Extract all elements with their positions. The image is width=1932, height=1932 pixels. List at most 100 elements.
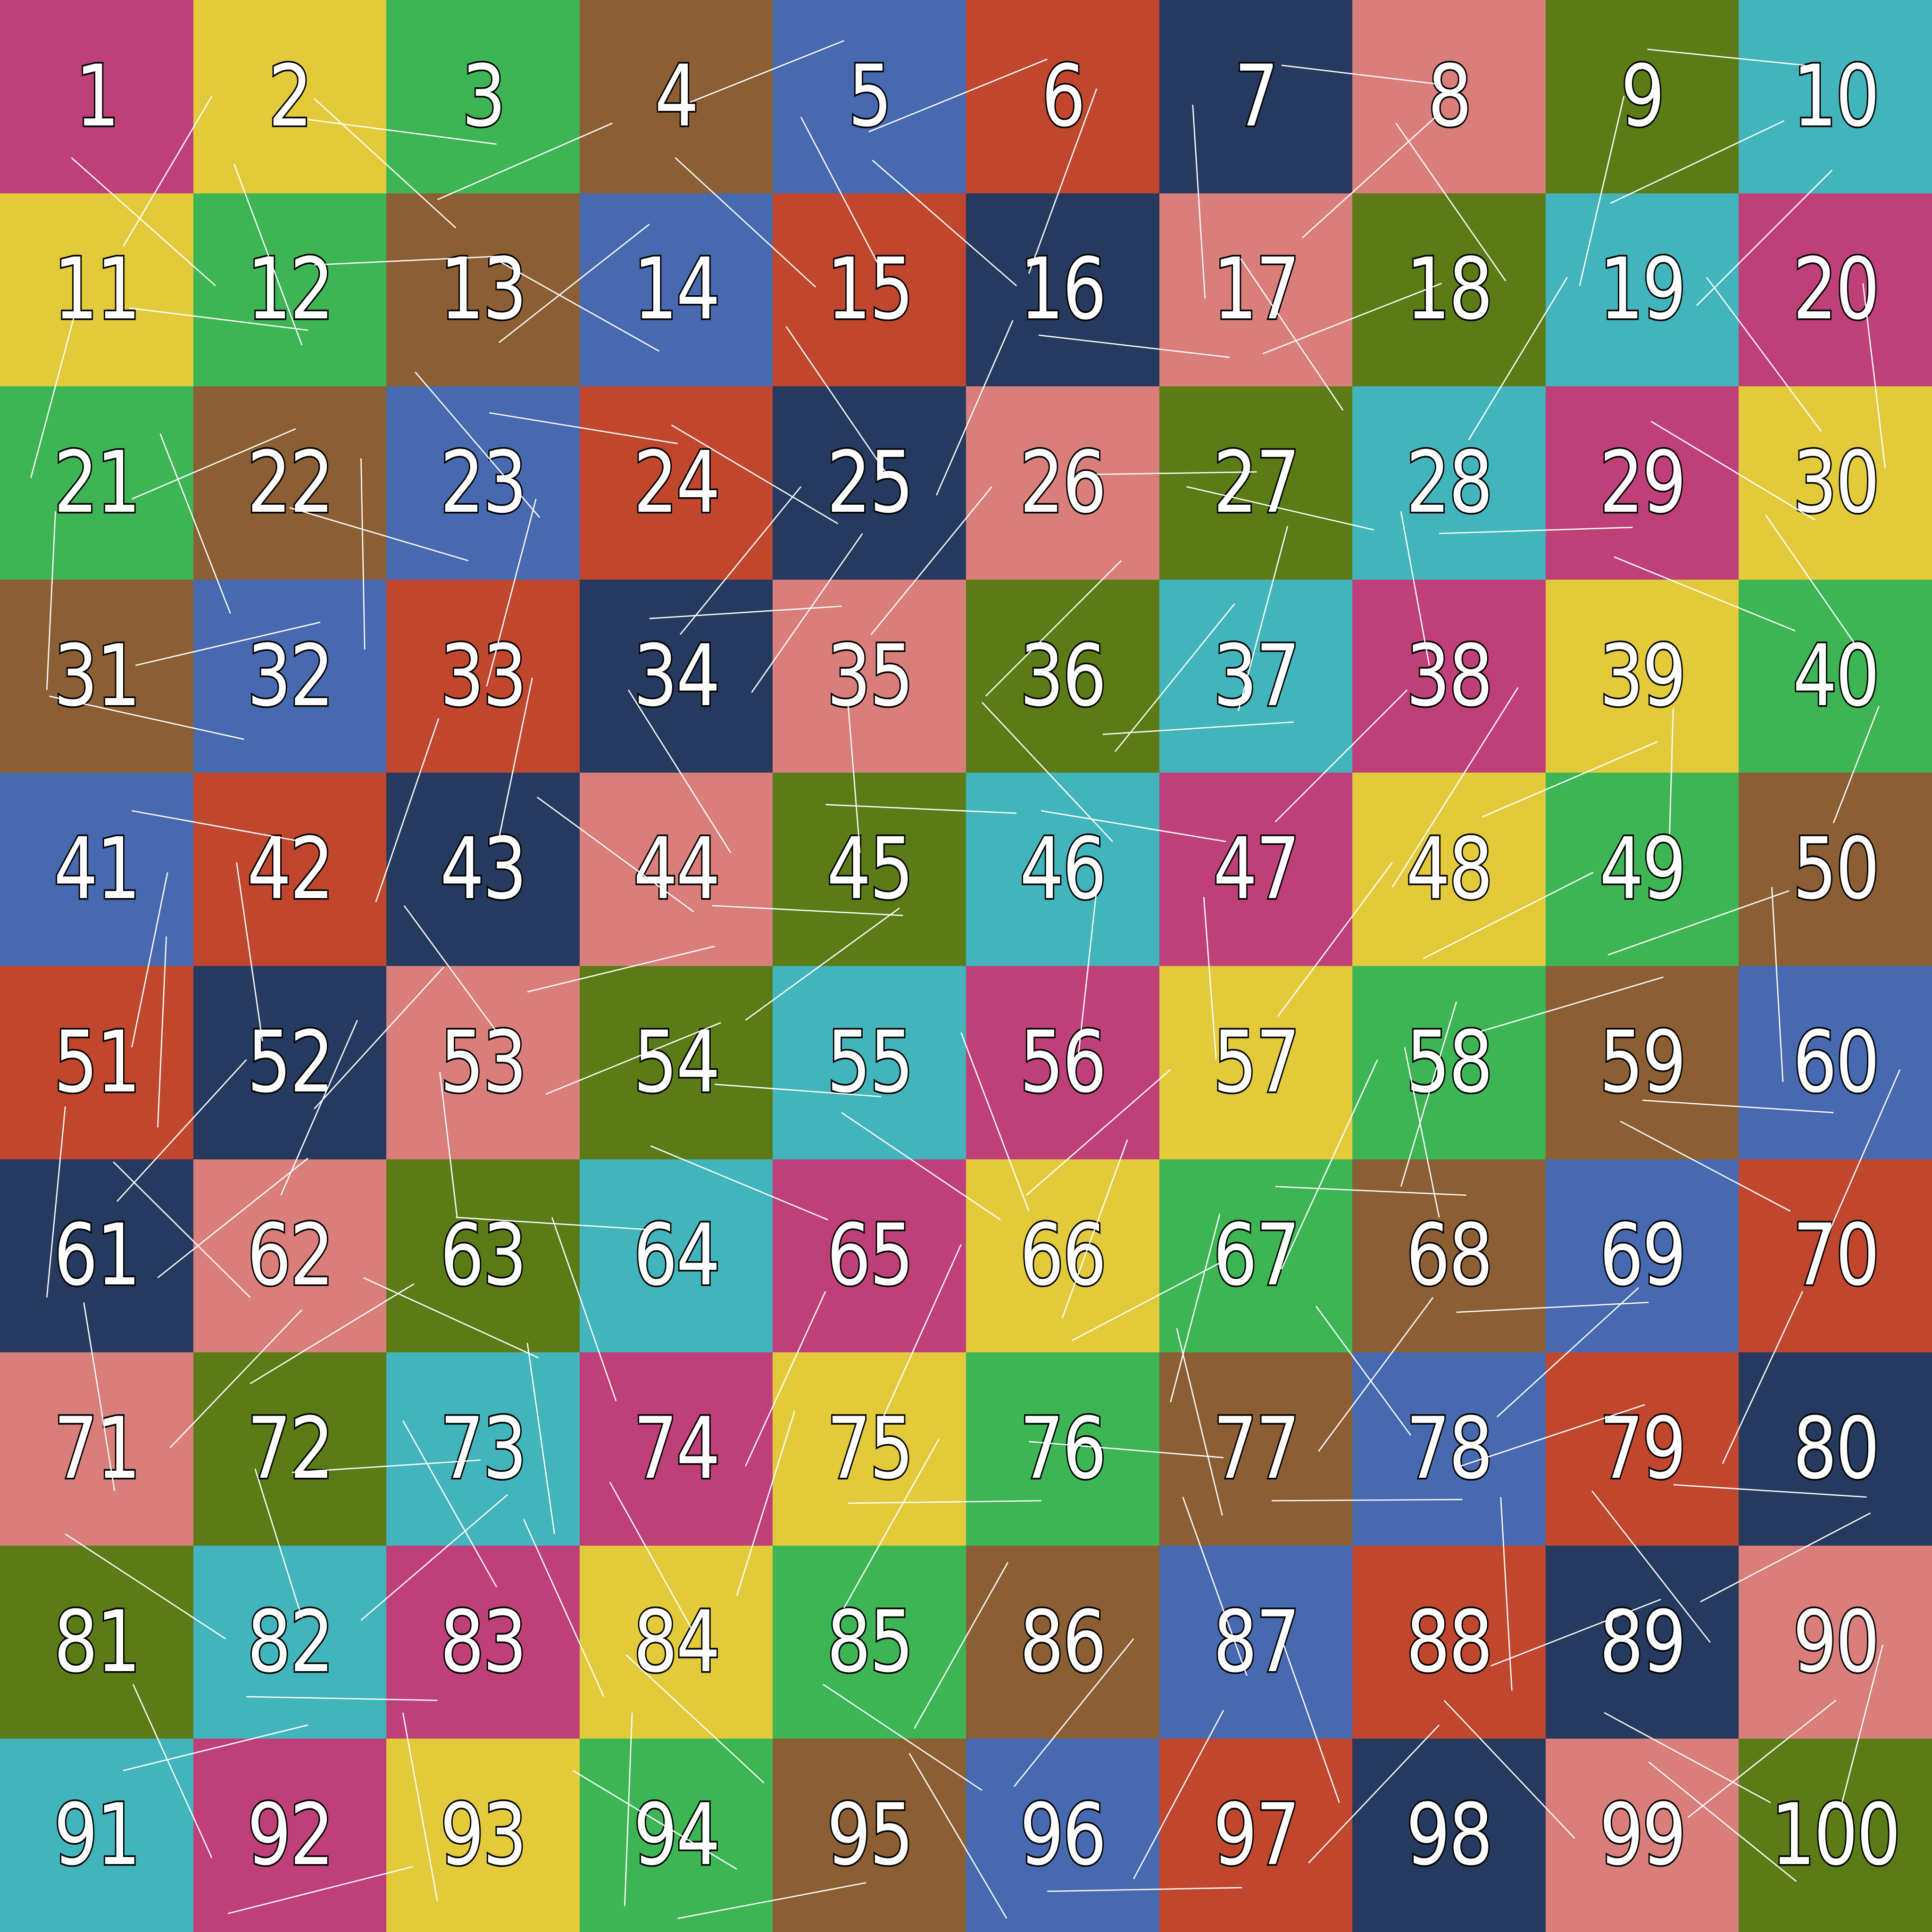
- grid-cell-42[interactable]: 42: [193, 773, 387, 966]
- grid-cell-68[interactable]: 68: [1352, 1159, 1546, 1353]
- grid-cell-70[interactable]: 70: [1739, 1159, 1932, 1353]
- grid-cell-57[interactable]: 57: [1159, 966, 1353, 1159]
- grid-cell-64[interactable]: 64: [579, 1159, 773, 1353]
- grid-cell-38[interactable]: 38: [1352, 579, 1546, 773]
- grid-cell-56[interactable]: 56: [966, 966, 1159, 1159]
- grid-cell-16[interactable]: 16: [966, 193, 1159, 387]
- grid-cell-26[interactable]: 26: [966, 386, 1159, 580]
- grid-cell-6[interactable]: 6: [966, 0, 1159, 193]
- grid-cell-32[interactable]: 32: [193, 579, 387, 773]
- grid-cell-88[interactable]: 88: [1352, 1545, 1546, 1739]
- grid-cell-77[interactable]: 77: [1159, 1352, 1353, 1546]
- grid-cell-94[interactable]: 94: [579, 1739, 773, 1932]
- grid-cell-28[interactable]: 28: [1352, 386, 1546, 580]
- grid-cell-95[interactable]: 95: [773, 1739, 966, 1932]
- grid-cell-4[interactable]: 4: [579, 0, 773, 193]
- grid-cell-100[interactable]: 100: [1739, 1739, 1932, 1932]
- grid-cell-35[interactable]: 35: [773, 579, 966, 773]
- grid-cell-80[interactable]: 80: [1739, 1352, 1932, 1546]
- grid-cell-72[interactable]: 72: [193, 1352, 387, 1546]
- grid-cell-83[interactable]: 83: [386, 1545, 580, 1739]
- grid-cell-12[interactable]: 12: [193, 193, 387, 387]
- grid-cell-14[interactable]: 14: [579, 193, 773, 387]
- grid-cell-58[interactable]: 58: [1352, 966, 1546, 1159]
- grid-cell-61[interactable]: 61: [0, 1159, 193, 1353]
- grid-cell-65[interactable]: 65: [773, 1159, 966, 1353]
- grid-cell-36[interactable]: 36: [966, 579, 1159, 773]
- grid-cell-22[interactable]: 22: [193, 386, 387, 580]
- grid-cell-10[interactable]: 10: [1739, 0, 1932, 193]
- grid-cell-27[interactable]: 27: [1159, 386, 1353, 580]
- grid-cell-31[interactable]: 31: [0, 579, 193, 773]
- grid-cell-39[interactable]: 39: [1545, 579, 1739, 773]
- grid-cell-69[interactable]: 69: [1545, 1159, 1739, 1353]
- grid-cell-24[interactable]: 24: [579, 386, 773, 580]
- grid-cell-63[interactable]: 63: [386, 1159, 580, 1353]
- grid-cell-2[interactable]: 2: [193, 0, 387, 193]
- grid-cell-46[interactable]: 46: [966, 773, 1159, 966]
- grid-cell-62[interactable]: 62: [193, 1159, 387, 1353]
- grid-cell-29[interactable]: 29: [1545, 386, 1739, 580]
- grid-cell-73[interactable]: 73: [386, 1352, 580, 1546]
- grid-cell-97[interactable]: 97: [1159, 1739, 1353, 1932]
- grid-cell-18[interactable]: 18: [1352, 193, 1546, 387]
- grid-cell-13[interactable]: 13: [386, 193, 580, 387]
- grid-cell-55[interactable]: 55: [773, 966, 966, 1159]
- grid-cell-79[interactable]: 79: [1545, 1352, 1739, 1546]
- grid-cell-59[interactable]: 59: [1545, 966, 1739, 1159]
- grid-cell-21[interactable]: 21: [0, 386, 193, 580]
- grid-cell-19[interactable]: 19: [1545, 193, 1739, 387]
- grid-cell-17[interactable]: 17: [1159, 193, 1353, 387]
- grid-cell-78[interactable]: 78: [1352, 1352, 1546, 1546]
- grid-cell-11[interactable]: 11: [0, 193, 193, 387]
- grid-cell-45[interactable]: 45: [773, 773, 966, 966]
- grid-cell-40[interactable]: 40: [1739, 579, 1932, 773]
- grid-cell-60[interactable]: 60: [1739, 966, 1932, 1159]
- grid-cell-93[interactable]: 93: [386, 1739, 580, 1932]
- grid-cell-49[interactable]: 49: [1545, 773, 1739, 966]
- grid-cell-8[interactable]: 8: [1352, 0, 1546, 193]
- grid-cell-47[interactable]: 47: [1159, 773, 1353, 966]
- grid-cell-52[interactable]: 52: [193, 966, 387, 1159]
- grid-cell-90[interactable]: 90: [1739, 1545, 1932, 1739]
- grid-cell-53[interactable]: 53: [386, 966, 580, 1159]
- grid-cell-86[interactable]: 86: [966, 1545, 1159, 1739]
- grid-cell-92[interactable]: 92: [193, 1739, 387, 1932]
- grid-cell-41[interactable]: 41: [0, 773, 193, 966]
- grid-cell-84[interactable]: 84: [579, 1545, 773, 1739]
- grid-cell-67[interactable]: 67: [1159, 1159, 1353, 1353]
- grid-cell-81[interactable]: 81: [0, 1545, 193, 1739]
- grid-cell-87[interactable]: 87: [1159, 1545, 1353, 1739]
- grid-cell-71[interactable]: 71: [0, 1352, 193, 1546]
- grid-cell-43[interactable]: 43: [386, 773, 580, 966]
- grid-cell-89[interactable]: 89: [1545, 1545, 1739, 1739]
- grid-cell-9[interactable]: 9: [1545, 0, 1739, 193]
- grid-cell-50[interactable]: 50: [1739, 773, 1932, 966]
- grid-cell-44[interactable]: 44: [579, 773, 773, 966]
- grid-cell-37[interactable]: 37: [1159, 579, 1353, 773]
- grid-cell-66[interactable]: 66: [966, 1159, 1159, 1353]
- grid-cell-23[interactable]: 23: [386, 386, 580, 580]
- grid-cell-33[interactable]: 33: [386, 579, 580, 773]
- grid-cell-15[interactable]: 15: [773, 193, 966, 387]
- grid-cell-34[interactable]: 34: [579, 579, 773, 773]
- grid-cell-82[interactable]: 82: [193, 1545, 387, 1739]
- grid-cell-25[interactable]: 25: [773, 386, 966, 580]
- grid-cell-20[interactable]: 20: [1739, 193, 1932, 387]
- grid-cell-76[interactable]: 76: [966, 1352, 1159, 1546]
- grid-cell-51[interactable]: 51: [0, 966, 193, 1159]
- grid-cell-96[interactable]: 96: [966, 1739, 1159, 1932]
- grid-cell-54[interactable]: 54: [579, 966, 773, 1159]
- grid-cell-30[interactable]: 30: [1739, 386, 1932, 580]
- grid-cell-7[interactable]: 7: [1159, 0, 1353, 193]
- grid-cell-3[interactable]: 3: [386, 0, 580, 193]
- grid-cell-99[interactable]: 99: [1545, 1739, 1739, 1932]
- grid-cell-5[interactable]: 5: [773, 0, 966, 193]
- grid-cell-74[interactable]: 74: [579, 1352, 773, 1546]
- grid-cell-91[interactable]: 91: [0, 1739, 193, 1932]
- grid-cell-75[interactable]: 75: [773, 1352, 966, 1546]
- grid-cell-85[interactable]: 85: [773, 1545, 966, 1739]
- grid-cell-98[interactable]: 98: [1352, 1739, 1546, 1932]
- grid-cell-48[interactable]: 48: [1352, 773, 1546, 966]
- grid-cell-1[interactable]: 1: [0, 0, 193, 193]
